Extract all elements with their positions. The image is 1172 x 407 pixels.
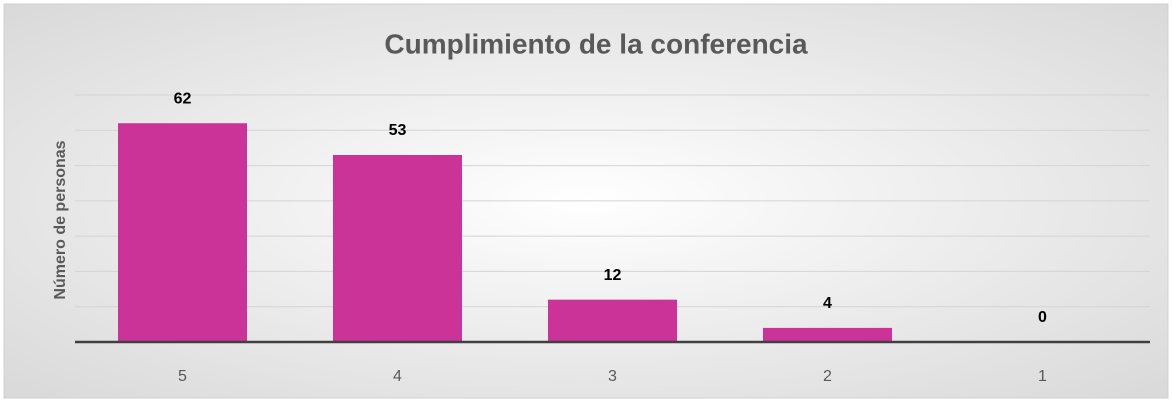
x-tick-label: 2	[823, 368, 832, 385]
data-label: 0	[1038, 309, 1047, 326]
bar	[333, 154, 462, 342]
x-tick-label: 4	[393, 368, 402, 385]
x-tick-label: 3	[608, 368, 617, 385]
bar	[763, 327, 892, 342]
data-label: 53	[389, 122, 407, 139]
x-tick-label: 5	[178, 368, 187, 385]
bar	[118, 123, 247, 342]
chart-title: Cumplimiento de la conferencia	[384, 28, 808, 59]
x-tick-label: 1	[1038, 368, 1047, 385]
data-label: 62	[174, 90, 192, 107]
data-label: 4	[823, 295, 832, 312]
bar	[548, 299, 677, 342]
y-axis-label: Número de personas	[52, 140, 69, 299]
data-label: 12	[604, 267, 622, 284]
